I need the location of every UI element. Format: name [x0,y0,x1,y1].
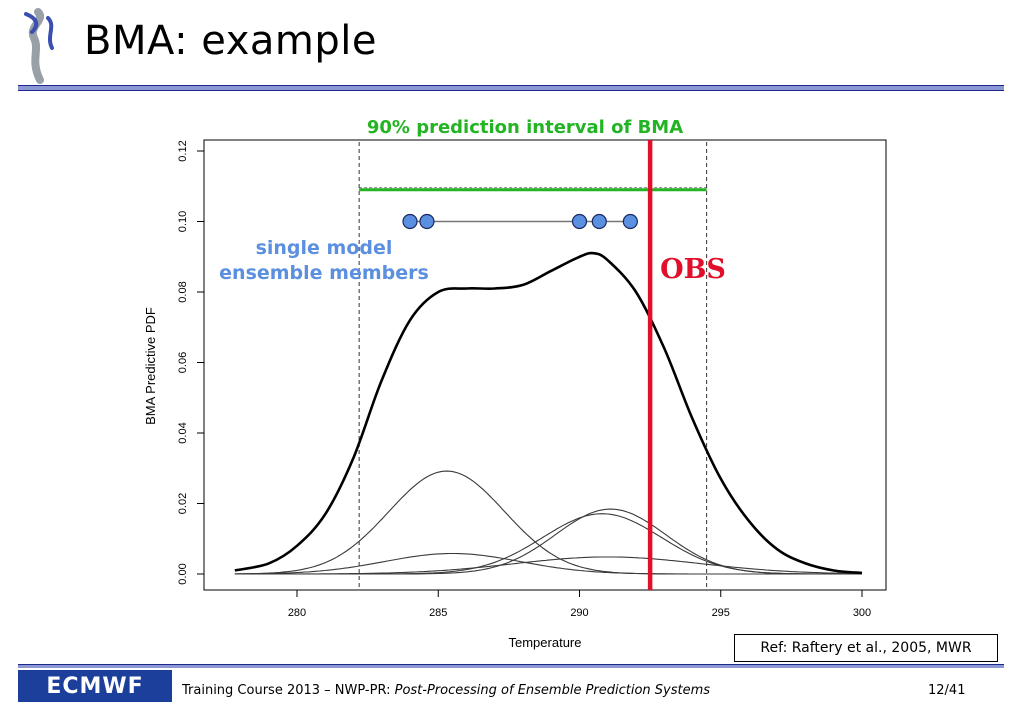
footer-divider [18,664,1004,668]
reference-text: Ref: Raftery et al., 2005, MWR [760,640,972,656]
ensemble-member-dot [622,213,638,230]
component-pdf-1 [234,470,862,575]
y-axis-label: BMA Predictive PDF [143,307,158,425]
x-tick-label: 285 [429,607,447,619]
x-tick-label: 280 [288,607,306,619]
y-tick-label: 0.12 [177,140,189,161]
ensemble-label-line2: ensemble members [219,262,429,284]
y-tick-label: 0.08 [177,281,189,302]
footer-italic: Post-Processing of Ensemble Prediction S… [394,683,711,698]
component-pdf-2 [234,552,862,575]
x-tick-label: 290 [570,607,588,619]
footer-prefix: Training Course 2013 – NWP-PR: [182,683,395,698]
bma-pdf-curve [234,251,863,575]
ecmwf-emblem-icon [24,8,54,84]
footer-logo-text: ECMWF [46,673,144,699]
y-tick-label: 0.00 [177,563,189,584]
x-tick-label: 300 [853,607,871,619]
plot-frame [203,139,887,591]
y-tick-label: 0.10 [177,211,189,232]
ensemble-member-dot [571,213,588,230]
component-pdf-4 [234,513,862,575]
y-tick-label: 0.06 [177,352,189,373]
ensemble-label-line1: single model [256,237,393,259]
title-divider [18,85,1004,91]
prediction-interval-label: 90% prediction interval of BMA [367,117,683,138]
slide-title: BMA: example [84,18,377,64]
ecmwf-logo: ECMWF [18,670,172,702]
ensemble-member-dot [591,213,607,230]
ensemble-member-dot [402,213,418,230]
y-tick-label: 0.04 [177,422,189,443]
ensemble-member-dot [419,213,435,230]
obs-label: OBS [660,254,726,285]
page-number: 12/41 [928,683,966,698]
y-tick-label: 0.02 [177,493,189,514]
reference-box: Ref: Raftery et al., 2005, MWR [734,634,998,662]
component-pdf-5 [234,556,862,575]
x-tick-label: 295 [712,607,730,619]
footer-course: Training Course 2013 – NWP-PR: Post-Proc… [182,683,710,698]
x-axis-label: Temperature [509,635,582,650]
